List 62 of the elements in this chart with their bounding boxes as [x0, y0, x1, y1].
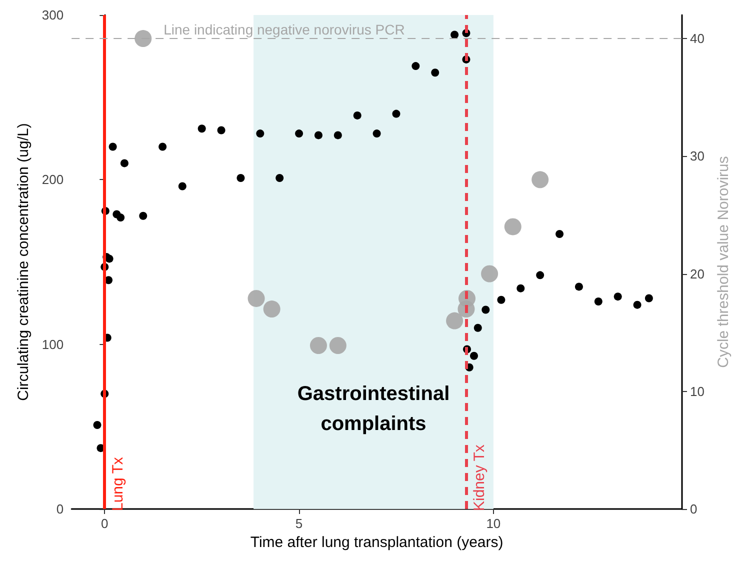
point [108, 142, 117, 151]
point [644, 294, 653, 302]
y-tick-label: 0 [56, 502, 64, 516]
point [256, 130, 264, 138]
point [431, 68, 440, 77]
y-axis-title: Circulating creatinine concentration (ug/L) [15, 123, 32, 401]
y2-tick-label: 30 [690, 148, 704, 164]
point [310, 337, 327, 354]
y-tick-label: 100 [42, 336, 64, 352]
point [217, 126, 226, 134]
ref-line-label: Line indicating negative norovirus PCR [164, 22, 405, 38]
point [263, 300, 280, 318]
x-tick-label: 5 [295, 516, 303, 531]
x-axis-title: Time after lung transplantation (years) [250, 534, 504, 551]
y2-tick-label: 0 [690, 502, 698, 516]
point [474, 324, 482, 332]
point [276, 174, 284, 182]
point [116, 214, 125, 222]
y-tick-label: 300 [42, 8, 64, 22]
point [614, 292, 622, 301]
point [353, 111, 362, 120]
point [450, 30, 459, 39]
point [236, 174, 245, 182]
point [556, 230, 564, 238]
y2-tick-label: 10 [690, 384, 704, 399]
point [481, 265, 498, 282]
x-tick-label: 0 [101, 516, 108, 531]
point [198, 124, 206, 133]
point [594, 298, 602, 306]
point [248, 290, 265, 307]
point [139, 212, 148, 220]
point [372, 130, 381, 138]
x-tick-label: 10 [486, 516, 501, 531]
point [412, 62, 420, 70]
ref-line-label: Kidney Tx [471, 444, 488, 511]
band-label: Gastrointestinal complaints [297, 383, 450, 435]
point [392, 110, 400, 118]
point [93, 421, 102, 430]
point [497, 296, 506, 304]
point [574, 282, 583, 291]
point [633, 300, 642, 309]
ref-line-label: Lung Tx [110, 456, 127, 511]
point [470, 352, 478, 360]
point [329, 337, 346, 354]
point [482, 306, 490, 314]
point [516, 284, 525, 292]
point [334, 131, 342, 140]
point [446, 312, 464, 330]
point [314, 131, 322, 140]
point [134, 30, 152, 48]
y2-tick-label: 20 [690, 266, 704, 282]
point [120, 159, 128, 168]
point [504, 218, 522, 236]
point [105, 254, 114, 263]
point [295, 130, 304, 138]
point [532, 171, 549, 188]
point [158, 142, 167, 151]
y-tick-label: 200 [42, 172, 64, 188]
point [536, 271, 544, 280]
y2-axis-title: Cycle threshold value Norovirus [715, 156, 732, 368]
point [178, 182, 186, 190]
y2-tick-label: 40 [690, 31, 704, 46]
